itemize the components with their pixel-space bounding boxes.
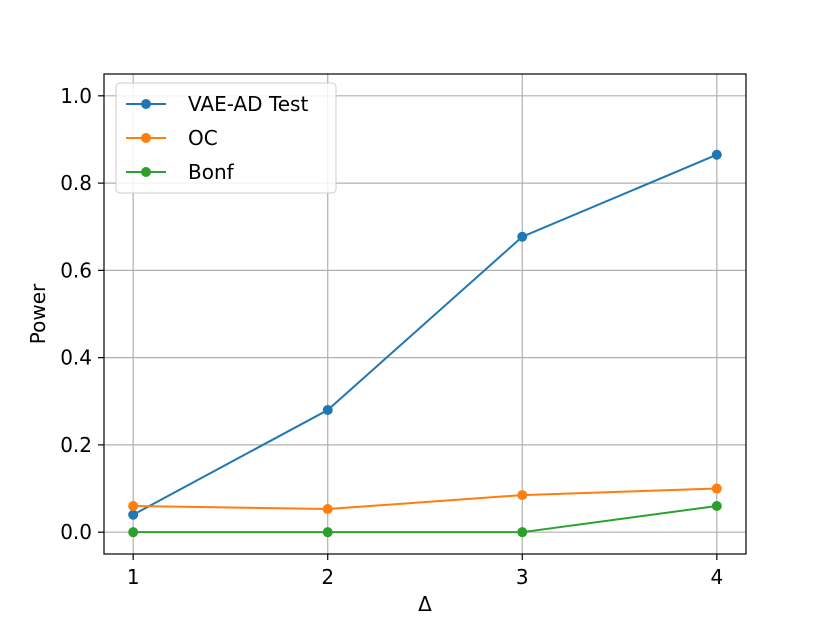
y-tick-label: 0.0 [60, 520, 92, 544]
legend-box [115, 82, 337, 194]
data-point [128, 501, 139, 511]
y-axis-label: Power [26, 283, 50, 344]
legend-item: Bonf [126, 160, 235, 184]
ticks: 1 2 3 4 0.0 0.2 0.4 0.6 0.8 1.0 [60, 84, 723, 589]
data-point [322, 527, 333, 538]
x-tick-label: 2 [321, 565, 334, 589]
series-layer [128, 149, 722, 538]
data-point [711, 501, 722, 511]
series-oc [128, 483, 722, 515]
y-tick-label: 0.4 [60, 346, 92, 370]
data-point [322, 504, 333, 515]
y-tick-label: 1.0 [60, 84, 92, 108]
legend: VAE-AD Test OC Bonf [115, 82, 337, 194]
x-tick-label: 3 [516, 565, 529, 589]
legend-item: OC [126, 126, 218, 150]
y-tick-label: 0.6 [60, 258, 92, 282]
data-point [711, 483, 722, 494]
legend-label: Bonf [188, 160, 235, 184]
series-line [133, 505, 717, 534]
legend-marker [141, 167, 151, 177]
x-tick-label: 1 [127, 565, 140, 589]
data-point [128, 527, 139, 538]
data-point [517, 527, 528, 538]
series-vae-ad-test [128, 149, 722, 520]
data-point [711, 149, 722, 160]
series-line [132, 153, 718, 516]
data-point [322, 405, 333, 415]
legend-label: OC [188, 126, 218, 150]
y-tick-label: 0.8 [60, 171, 92, 195]
series-bonf [128, 501, 722, 538]
legend-marker [141, 133, 151, 143]
data-point [517, 490, 528, 501]
legend-marker [141, 99, 151, 109]
data-point [517, 231, 528, 242]
data-point [128, 509, 139, 520]
x-tick-label: 4 [710, 565, 723, 589]
y-tick-label: 0.2 [60, 433, 92, 457]
plot-frame [103, 73, 747, 555]
legend-label: VAE-AD Test [188, 92, 308, 116]
x-axis-label: Δ [418, 592, 432, 616]
series-line [133, 487, 717, 511]
legend-item: VAE-AD Test [126, 92, 308, 116]
